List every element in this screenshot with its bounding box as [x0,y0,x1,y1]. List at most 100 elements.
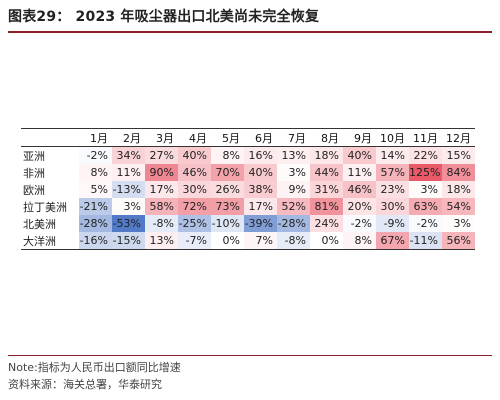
footnote: Note:指标为人民币出口额同比增速 [8,361,181,374]
heat-cell: 56% [442,232,475,250]
heat-cell: 40% [343,146,376,164]
heat-cell: 13% [145,232,178,250]
heat-cell: 3% [409,181,442,198]
heat-cell: 9% [277,181,310,198]
corner-cell [21,128,79,147]
heat-cell: 90% [145,164,178,181]
heat-cell: 63% [409,198,442,215]
column-header: 3月 [145,128,178,147]
heat-cell: 72% [178,198,211,215]
heat-cell: 3% [277,164,310,181]
heat-cell: 30% [376,198,409,215]
table-row: 非洲 8% 11% 90% 46% 70% 40% 3% 44% 11% 57% 125% 84% [21,164,475,181]
table-row: 大洋洲 -16% -15% 13% -7% 0% 7% -8% 0% 8% 67% -11% 56% [21,232,475,250]
heat-cell: -53% [112,215,145,232]
heat-cell: -2% [409,215,442,232]
heat-cell: -11% [409,232,442,250]
heat-cell: 16% [244,146,277,164]
heat-cell: -2% [79,146,112,164]
heat-cell: 20% [343,198,376,215]
row-label: 欧洲 [23,183,45,197]
column-header: 2月 [112,128,145,147]
title-divider [8,31,492,33]
heat-cell: 26% [211,181,244,198]
heat-cell: 15% [442,146,475,164]
column-header: 1月 [79,128,112,147]
heat-cell: 11% [112,164,145,181]
table-row: 北美洲 -28% -53% -8% -25% -10% -39% -28% 24% -2% -9% -… [21,215,475,232]
heat-cell: 8% [211,146,244,164]
heat-cell: 3% [112,198,145,215]
heat-cell: -39% [244,215,277,232]
heat-cell: 70% [211,164,244,181]
heat-cell: 30% [178,181,211,198]
figure-title: 图表29： 2023 年吸尘器出口北美尚未完全恢复 [8,9,320,25]
heat-cell: -2% [343,215,376,232]
heat-cell: 0% [310,232,343,250]
heat-cell: -10% [211,215,244,232]
heat-cell: 7% [244,232,277,250]
heatmap-table-container: 1月 2月 3月 4月 5月 6月 7月 8月 9月 10月 11月 12月 亚洲 -2% 34% 27% 4… [21,128,475,250]
column-header: 5月 [211,128,244,147]
heat-cell: 67% [376,232,409,250]
heat-cell: 40% [178,146,211,164]
heat-cell: 46% [343,181,376,198]
row-label: 北美洲 [23,217,56,231]
heat-cell: 13% [277,146,310,164]
heat-cell: 0% [211,232,244,250]
heat-cell: 46% [178,164,211,181]
heat-cell: 22% [409,146,442,164]
heat-cell: 125% [409,164,442,181]
column-header: 9月 [343,128,376,147]
heat-cell: -25% [178,215,211,232]
row-label: 大洋洲 [21,232,79,250]
column-header: 10月 [376,128,409,147]
heat-cell: -21% [79,198,112,215]
heat-cell: 38% [244,181,277,198]
source-note: 资料来源：海关总署，华泰研究 [8,378,162,391]
row-label: 非洲 [23,166,45,180]
table-row: 拉丁美洲 -21% 3% 58% 72% 73% 17% 52% 81% 20% 30% 63% 54% [21,198,475,215]
heat-cell: 40% [244,164,277,181]
heat-cell: -16% [79,232,112,250]
heat-cell: 3% [442,215,475,232]
table-row: 欧洲 5% -13% 17% 30% 26% 38% 9% 31% 46% 23% 3% 18% [21,181,475,198]
heat-cell: 84% [442,164,475,181]
column-header: 6月 [244,128,277,147]
heat-cell: 81% [310,198,343,215]
heat-cell: 27% [145,146,178,164]
heat-cell: 8% [343,232,376,250]
heat-cell: 44% [310,164,343,181]
heat-cell: 23% [376,181,409,198]
heat-cell: -8% [277,232,310,250]
column-header: 11月 [409,128,442,147]
heat-cell: 31% [310,181,343,198]
heat-cell: -13% [112,181,145,198]
heat-cell: 18% [310,146,343,164]
heat-cell: 11% [343,164,376,181]
column-header: 7月 [277,128,310,147]
heat-cell: 54% [442,198,475,215]
heat-cell: -15% [112,232,145,250]
heat-cell: -28% [277,215,310,232]
column-header: 8月 [310,128,343,147]
heat-cell: 57% [376,164,409,181]
column-header: 12月 [442,128,475,147]
heat-cell: 24% [310,215,343,232]
heat-cell: -8% [145,215,178,232]
heat-cell: 14% [376,146,409,164]
table-header-row: 1月 2月 3月 4月 5月 6月 7月 8月 9月 10月 11月 12月 [21,128,475,147]
row-label: 拉丁美洲 [23,200,67,214]
heat-cell: -9% [376,215,409,232]
footer: Note:指标为人民币出口额同比增速 资料来源：海关总署，华泰研究 [8,355,492,393]
column-header: 4月 [178,128,211,147]
heat-cell: -28% [79,215,112,232]
heat-cell: 58% [145,198,178,215]
row-label: 亚洲 [23,149,45,163]
heatmap-table: 1月 2月 3月 4月 5月 6月 7月 8月 9月 10月 11月 12月 亚洲 -2% 34% 27% 4… [21,128,475,250]
heat-cell: 52% [277,198,310,215]
heat-cell: 17% [244,198,277,215]
heat-cell: 5% [79,181,112,198]
heat-cell: 73% [211,198,244,215]
heat-cell: 17% [145,181,178,198]
